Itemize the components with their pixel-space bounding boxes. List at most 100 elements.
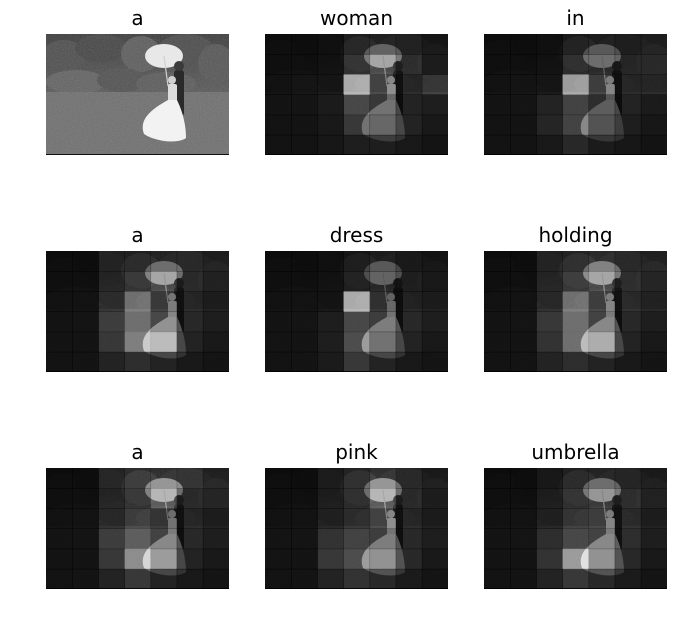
attention-cell bbox=[46, 488, 73, 509]
attention-cell bbox=[265, 311, 292, 333]
attention-cell bbox=[536, 351, 563, 372]
umbrella-handle bbox=[382, 489, 388, 521]
attention-cell bbox=[562, 74, 590, 95]
attention-cell bbox=[588, 114, 616, 136]
attention-cell bbox=[317, 134, 344, 155]
attention-cell bbox=[395, 134, 423, 155]
attention-cell bbox=[536, 568, 563, 589]
attention-cell bbox=[265, 291, 292, 312]
woman-bodice bbox=[168, 84, 177, 102]
attention-cell bbox=[562, 488, 590, 509]
attention-cell bbox=[369, 134, 397, 155]
attention-cell bbox=[536, 488, 563, 509]
attention-cell bbox=[72, 568, 99, 589]
attention-cell bbox=[588, 34, 616, 55]
word-label: umbrella bbox=[531, 440, 620, 464]
attention-cell bbox=[343, 468, 371, 489]
attention-cell bbox=[72, 291, 99, 312]
attention-cell bbox=[562, 291, 590, 312]
attention-cell bbox=[536, 114, 563, 136]
attention-cell bbox=[484, 134, 511, 155]
attention-overlay bbox=[46, 468, 229, 589]
attention-cell bbox=[484, 271, 511, 292]
attention-cell bbox=[265, 468, 292, 489]
man-head bbox=[174, 61, 184, 71]
attention-cell bbox=[588, 351, 616, 372]
photo bbox=[46, 34, 229, 155]
woman-dress bbox=[580, 317, 624, 359]
attention-cell bbox=[614, 568, 642, 589]
attention-cell bbox=[562, 568, 590, 589]
woman-dress bbox=[142, 100, 186, 142]
attention-cell bbox=[317, 54, 344, 75]
attention-cell bbox=[536, 271, 563, 292]
umbrella-handle bbox=[601, 489, 607, 521]
attention-cell bbox=[369, 291, 397, 312]
attention-cell bbox=[46, 291, 73, 312]
attention-cell bbox=[536, 251, 563, 272]
attention-cell bbox=[484, 291, 511, 312]
attention-cell bbox=[562, 528, 590, 550]
attention-cell bbox=[421, 508, 448, 529]
attention-cell bbox=[265, 548, 292, 570]
attention-cell bbox=[317, 351, 344, 372]
attention-cell bbox=[395, 114, 423, 136]
attention-cell bbox=[202, 468, 229, 489]
attention-cell bbox=[176, 548, 204, 570]
attention-cell bbox=[124, 508, 152, 529]
attention-cell bbox=[343, 351, 371, 372]
attention-cell bbox=[202, 291, 229, 312]
attention-cell bbox=[343, 488, 371, 509]
attention-highlight bbox=[588, 331, 616, 353]
attention-cell bbox=[98, 568, 125, 589]
attention-cell bbox=[484, 114, 511, 136]
attention-cell bbox=[395, 568, 423, 589]
attention-cell bbox=[395, 54, 423, 75]
attention-cell bbox=[72, 311, 99, 333]
attention-cell bbox=[614, 311, 642, 333]
attention-cell bbox=[588, 134, 616, 155]
attention-cell bbox=[291, 74, 318, 95]
attention-cell bbox=[510, 34, 537, 55]
attention-cell bbox=[614, 488, 642, 509]
attention-cell bbox=[317, 488, 344, 509]
attention-highlight bbox=[124, 331, 152, 353]
attention-cell bbox=[562, 271, 590, 292]
attention-cell bbox=[640, 508, 667, 529]
attention-cell bbox=[421, 468, 448, 489]
attention-cell bbox=[150, 468, 178, 489]
attention-cell bbox=[640, 271, 667, 292]
attention-cell bbox=[614, 528, 642, 550]
attention-cell bbox=[588, 568, 616, 589]
attention-cell bbox=[536, 331, 563, 353]
attention-cell bbox=[588, 291, 616, 312]
attention-cell bbox=[484, 568, 511, 589]
attention-cell bbox=[317, 468, 344, 489]
attention-map bbox=[46, 251, 229, 372]
attention-cell bbox=[202, 351, 229, 372]
attention-cell bbox=[484, 54, 511, 75]
attention-cell bbox=[536, 291, 563, 312]
texture bbox=[46, 34, 229, 155]
attention-cell bbox=[614, 271, 642, 292]
umbrella-handle bbox=[382, 55, 388, 87]
attention-cell bbox=[484, 351, 511, 372]
attention-cell bbox=[640, 74, 667, 95]
attention-cell bbox=[317, 311, 344, 333]
attention-cell bbox=[562, 34, 590, 55]
attention-cell bbox=[72, 331, 99, 353]
woman-head bbox=[168, 76, 176, 84]
attention-cell bbox=[150, 548, 178, 570]
attention-cell bbox=[176, 291, 204, 312]
attention-highlight bbox=[124, 291, 152, 312]
attention-cell bbox=[510, 94, 537, 116]
attention-cell bbox=[124, 568, 152, 589]
attention-overlay bbox=[484, 468, 667, 589]
attention-cell bbox=[640, 251, 667, 272]
attention-map bbox=[265, 251, 448, 372]
attention-cell bbox=[510, 568, 537, 589]
attention-cell bbox=[291, 134, 318, 155]
attention-cell bbox=[536, 548, 563, 570]
woman-bodice bbox=[606, 301, 615, 319]
word-label: pink bbox=[335, 440, 378, 464]
